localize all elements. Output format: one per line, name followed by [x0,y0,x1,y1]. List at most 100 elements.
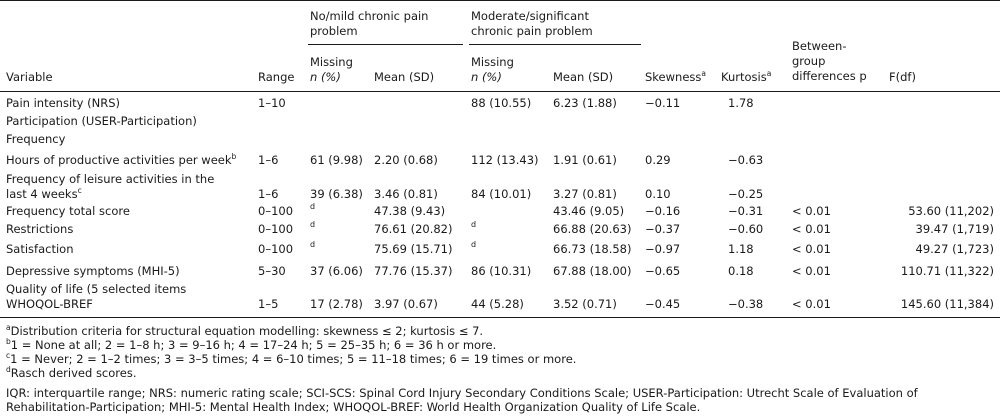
header-between-line1: Between- [792,39,847,53]
row-range: 0–100 [258,204,294,218]
header-group1-line2: problem [310,24,358,38]
top-rule [0,0,1000,1]
row-skewness: −0.11 [645,96,681,110]
row-kurtosis: −0.63 [728,153,764,167]
header-group2-line1: Moderate/significant [471,9,589,23]
row-missing-moderate: 44 (5.28) [471,297,524,311]
header-range: Range [258,70,295,84]
row-kurtosis: −0.25 [728,187,764,201]
row-f-df: 49.27 (1,723) [915,242,994,256]
header-mean1: Mean (SD) [374,70,435,84]
row-missing-mild: d [310,240,316,249]
header-group1-line1: No/mild chronic pain [310,9,429,23]
header-between-line3: differences p [792,69,867,83]
row-mean-mild: 77.76 (15.37) [374,264,453,278]
row-variable: Satisfaction [6,242,74,256]
row-f-df: 39.47 (1,719) [915,222,994,236]
row-skewness: 0.10 [645,187,671,201]
row-skewness: −0.45 [645,297,681,311]
row-kurtosis: 1.78 [728,96,754,110]
header-variable: Variable [6,70,53,84]
row-range: 1–5 [258,297,279,311]
row-variable: Pain intensity (NRS) [6,96,120,110]
row-f-df: 53.60 (11,202) [908,204,994,218]
row-mean-moderate: 3.27 (0.81) [553,187,617,201]
row-missing-moderate: 84 (10.01) [471,187,532,201]
row-variable: Frequency of leisure activities in the [6,172,215,186]
row-kurtosis: −0.31 [728,204,764,218]
table-bottom-rule [0,317,1000,318]
row-p-value: < 0.01 [792,242,831,256]
header-npct2: n (%) [471,70,502,84]
header-skewness: Skewnessa [645,69,706,84]
row-p-value: < 0.01 [792,297,831,311]
row-skewness: −0.16 [645,204,681,218]
row-variable: WHOQOL-BREF [6,297,93,311]
row-missing-mild: 39 (6.38) [310,187,363,201]
row-p-value: < 0.01 [792,222,831,236]
footnote: b1 = None at all; 2 = 1–8 h; 3 = 9–16 h;… [6,337,497,352]
row-range: 5–30 [258,264,286,278]
row-missing-moderate: 88 (10.55) [471,96,532,110]
header-npct1: n (%) [310,70,341,84]
row-variable: Depressive symptoms (MHI-5) [6,264,180,278]
row-variable: Participation (USER-Participation) [6,114,197,128]
row-kurtosis: −0.60 [728,222,764,236]
row-range: 0–100 [258,242,294,256]
row-mean-mild: 75.69 (15.71) [374,242,453,256]
row-variable: Frequency total score [6,204,130,218]
row-mean-moderate: 66.73 (18.58) [553,242,632,256]
row-range: 1–10 [258,96,286,110]
row-p-value: < 0.01 [792,204,831,218]
row-skewness: 0.29 [645,153,671,167]
row-mean-moderate: 1.91 (0.61) [553,153,617,167]
row-missing-mild: 17 (2.78) [310,297,363,311]
row-variable: Quality of life (5 selected items [6,282,187,296]
row-range: 0–100 [258,222,294,236]
row-mean-mild: 47.38 (9.43) [374,204,446,218]
row-skewness: −0.37 [645,222,681,236]
row-kurtosis: 0.18 [728,264,754,278]
row-mean-moderate: 66.88 (20.63) [553,222,632,236]
row-mean-moderate: 6.23 (1.88) [553,96,617,110]
row-range: 1–6 [258,153,279,167]
row-variable: Frequency [6,132,66,146]
row-missing-mild: d [310,220,316,229]
row-variable: last 4 weeksc [6,186,82,201]
group1-rule [308,44,463,45]
header-missing1: Missing [310,55,353,69]
group2-rule [469,44,641,45]
footnote: Rehabilitation-Participation; MHI-5: Men… [6,400,701,414]
header-between-line2: group [792,54,826,68]
row-mean-mild: 76.61 (20.82) [374,222,453,236]
row-mean-moderate: 67.88 (18.00) [553,264,632,278]
row-f-df: 145.60 (11,384) [900,297,994,311]
row-kurtosis: −0.38 [728,297,764,311]
row-missing-moderate: d [471,240,477,249]
header-mean2: Mean (SD) [553,70,614,84]
row-mean-mild: 3.46 (0.81) [374,187,438,201]
footnote: aDistribution criteria for structural eq… [6,323,484,338]
row-missing-mild: 37 (6.06) [310,264,363,278]
row-missing-mild: d [310,202,316,211]
footnote: dRasch derived scores. [6,365,137,380]
header-kurtosis: Kurtosisa [721,69,772,84]
header-bottom-rule [0,91,1000,92]
row-missing-moderate: d [471,220,477,229]
row-f-df: 110.71 (11,322) [900,264,994,278]
row-missing-mild: 61 (9.98) [310,153,363,167]
row-range: 1–6 [258,187,279,201]
row-p-value: < 0.01 [792,264,831,278]
row-missing-moderate: 86 (10.31) [471,264,532,278]
row-mean-mild: 2.20 (0.68) [374,153,438,167]
row-mean-moderate: 43.46 (9.05) [553,204,625,218]
row-mean-moderate: 3.52 (0.71) [553,297,617,311]
row-mean-mild: 3.97 (0.67) [374,297,438,311]
row-variable: Restrictions [6,222,74,236]
row-skewness: −0.65 [645,264,681,278]
header-group2-line2: chronic pain problem [471,24,593,38]
header-fdf: F(df) [889,70,916,84]
footnote: IQR: interquartile range; NRS: numeric r… [6,386,918,400]
footnote: c1 = Never; 2 = 1–2 times; 3 = 3–5 times… [6,351,577,366]
